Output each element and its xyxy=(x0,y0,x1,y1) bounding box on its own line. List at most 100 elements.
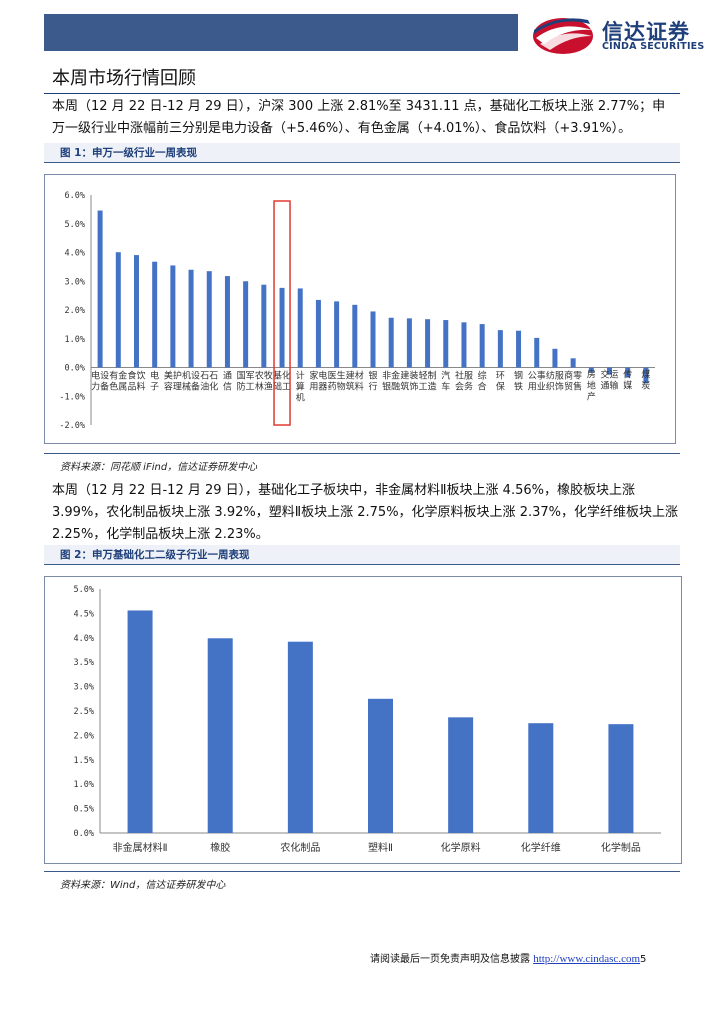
bar xyxy=(479,324,485,368)
industry-weekly-bar-chart: -2.0% -1.0% 0.0% 1.0% 2.0% 3.0% 4.0% 5.0% 6.0% 电力… xyxy=(59,191,655,431)
cinda-logo: 信达证券 CINDA SECURITIES xyxy=(530,14,710,56)
y-tick-label: 3.0% xyxy=(65,277,85,287)
y-tick-label: 6.0% xyxy=(65,191,85,201)
y-tick-label: -1.0% xyxy=(59,392,85,402)
bar xyxy=(287,641,313,833)
subsector-weekly-bar-chart: 0.0% 0.5% 1.0% 1.5% 2.0% 2.5% 3.0% 3.5% 4.0% 4.5%… xyxy=(74,585,661,854)
header-bar xyxy=(44,14,518,51)
figure-1-caption: 图 1：申万一级行业一周表现 xyxy=(44,143,680,163)
x-tick-label: 家用电器 xyxy=(309,370,327,393)
bar xyxy=(188,269,194,368)
x-tick-label: 基础化工 xyxy=(273,370,291,393)
x-tick-label: 国防军工 xyxy=(237,371,255,393)
y-tick-label: 3.5% xyxy=(74,658,94,668)
x-tick-label: 银行 xyxy=(368,370,377,393)
page-number: 5 xyxy=(640,954,647,965)
bar xyxy=(406,318,412,368)
x-tick-label: 通信 xyxy=(223,371,232,393)
x-tick-label: 电子 xyxy=(150,370,159,393)
x-tick-label: 房地产 xyxy=(587,369,596,403)
y-tick-label: 2.0% xyxy=(74,731,94,741)
x-tick-label: 煤炭 xyxy=(641,369,650,392)
disclaimer-text: 请阅读最后一页免责声明及信息披露 xyxy=(370,954,530,965)
figure-1-source-rule xyxy=(44,453,680,454)
logo-english-text: CINDA SECURITIES xyxy=(602,41,705,52)
figure-2-chart: 0.0% 0.5% 1.0% 1.5% 2.0% 2.5% 3.0% 3.5% 4.0% 4.5%… xyxy=(44,576,682,864)
x-tick-label: 农化制品 xyxy=(280,841,320,854)
bar xyxy=(516,330,522,368)
x-tick-label: 钢铁 xyxy=(514,370,523,393)
bar xyxy=(352,304,358,368)
bar xyxy=(224,276,230,368)
figure-2-source: 资料来源：Wind，信达证券研发中心 xyxy=(60,880,226,891)
x-tick-label: 化学制品 xyxy=(601,841,641,854)
y-tick-label: 4.5% xyxy=(74,609,94,619)
page-footer: 请阅读最后一页免责声明及信息披露 http://www.cindasc.com5 xyxy=(370,950,646,965)
bar xyxy=(388,317,394,368)
bar xyxy=(625,367,631,378)
x-tick-label: 商贸零售 xyxy=(564,370,582,393)
x-tick-label: 交通运输 xyxy=(601,369,619,392)
y-tick-label: 0.5% xyxy=(74,805,94,815)
x-tick-label: 非银金融 xyxy=(382,370,400,393)
bar xyxy=(448,717,474,833)
x-tick-label: 橡胶 xyxy=(210,841,230,854)
figure-2-caption: 图 2：申万基础化工二级子行业一周表现 xyxy=(44,545,680,565)
bar xyxy=(261,284,267,368)
y-tick-label: 1.0% xyxy=(74,780,94,790)
x-tick-label: 计算机 xyxy=(296,370,305,404)
x-tick-label: 化学原料 xyxy=(441,841,481,854)
figure-1-chart: -2.0% -1.0% 0.0% 1.0% 2.0% 3.0% 4.0% 5.0% 6.0% 电力… xyxy=(44,174,676,444)
y-tick-label: -2.0% xyxy=(59,421,85,431)
cinda-swirl-icon xyxy=(533,18,593,54)
x-tick-label: 农林牧渔 xyxy=(255,370,273,393)
y-tick-label: 4.0% xyxy=(74,634,94,644)
bar xyxy=(334,301,340,368)
bar xyxy=(588,367,594,373)
bar xyxy=(552,348,558,368)
y-tick-label: 0.0% xyxy=(74,829,94,839)
section-title: 本周市场行情回顾 xyxy=(52,68,196,89)
x-tick-label: 环保 xyxy=(496,371,505,393)
x-tick-label: 美容护理 xyxy=(164,370,182,393)
bar xyxy=(461,322,467,368)
bar xyxy=(425,319,431,368)
bar xyxy=(570,358,576,368)
y-tick-label: 1.5% xyxy=(74,756,94,766)
x-tick-label: 传媒 xyxy=(623,369,632,392)
bar xyxy=(133,255,139,368)
x-tick-label: 轻工制造 xyxy=(419,370,437,393)
x-tick-label: 公用事业 xyxy=(528,370,546,393)
bar xyxy=(497,330,503,368)
y-tick-label: 2.0% xyxy=(65,306,85,316)
x-tick-label: 化学纤维 xyxy=(521,841,561,854)
bar xyxy=(368,698,393,833)
paragraph-weekly-summary: 本周（12 月 22 日-12 月 29 日），沪深 300 上涨 2.81%至… xyxy=(52,99,666,136)
bar xyxy=(115,252,121,368)
x-tick-label: 石油石化 xyxy=(200,372,218,393)
y-tick-label: 0.0% xyxy=(65,364,85,374)
bar xyxy=(170,265,176,368)
bar xyxy=(97,210,103,368)
website-link[interactable]: http://www.cindasc.com xyxy=(533,953,641,965)
bar xyxy=(315,299,321,368)
bar xyxy=(608,724,634,833)
y-tick-label: 3.0% xyxy=(74,683,94,693)
x-tick-label: 有色金属 xyxy=(109,370,127,393)
x-tick-label: 综合 xyxy=(478,370,487,393)
x-tick-label: 食品饮料 xyxy=(127,370,145,393)
x-tick-label: 电力设备 xyxy=(91,370,109,393)
x-tick-label: 塑料Ⅱ xyxy=(368,841,393,854)
bar xyxy=(528,723,554,833)
title-divider xyxy=(44,93,680,94)
bar xyxy=(206,271,212,368)
x-tick-label: 机械设备 xyxy=(182,370,200,393)
y-tick-label: 5.0% xyxy=(74,585,94,595)
bar xyxy=(643,367,649,384)
x-tick-label: 建筑装饰 xyxy=(400,370,418,393)
bar xyxy=(370,311,376,368)
bar xyxy=(243,281,249,368)
y-tick-label: 4.0% xyxy=(65,249,85,259)
bar xyxy=(297,288,303,368)
figure-2-source-rule xyxy=(44,871,680,872)
